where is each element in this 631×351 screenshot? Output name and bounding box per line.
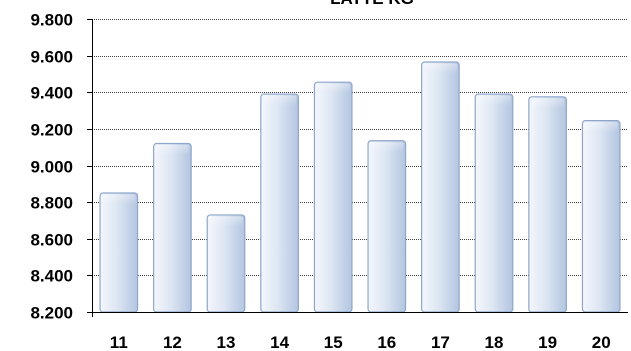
bar <box>206 214 246 313</box>
bar <box>153 142 192 313</box>
x-tick-label: 18 <box>485 333 504 351</box>
bar <box>421 61 460 313</box>
x-tick-label: 13 <box>217 333 236 351</box>
bar <box>99 192 139 313</box>
x-tick-label: 17 <box>431 333 450 351</box>
y-tick-label: 8.600 <box>30 231 73 250</box>
y-axis-labels: 8.200 8.400 8.600 8.800 9.000 9.200 9.400 9.600… <box>30 11 73 323</box>
y-tick-label: 9.200 <box>30 121 73 140</box>
bar <box>528 96 567 313</box>
bar <box>367 140 407 313</box>
x-tick-label: 14 <box>270 333 289 351</box>
y-tick-label: 9.600 <box>30 48 73 67</box>
y-tick-label: 9.000 <box>30 158 73 177</box>
y-tick-label: 9.800 <box>30 11 73 30</box>
bar <box>474 93 514 313</box>
y-tick-label: 9.400 <box>30 84 73 103</box>
chart-title: LATTE KG <box>330 0 414 8</box>
x-tick-label: 19 <box>538 333 557 351</box>
bar <box>581 120 621 313</box>
x-tick-label: 16 <box>377 333 396 351</box>
bar <box>260 93 299 313</box>
x-tick-label: 15 <box>324 333 343 351</box>
y-tick-label: 8.400 <box>30 267 73 286</box>
bars <box>99 61 621 313</box>
x-axis-labels: 11 12 13 14 15 16 17 18 19 20 <box>110 333 611 351</box>
x-tick-label: 11 <box>110 333 128 351</box>
y-tick-label: 8.200 <box>30 304 73 323</box>
y-tick-label: 8.800 <box>30 194 73 213</box>
x-tick-label: 12 <box>163 333 182 351</box>
x-tick-label: 20 <box>592 333 611 351</box>
bar <box>313 81 353 313</box>
axes <box>87 19 628 317</box>
